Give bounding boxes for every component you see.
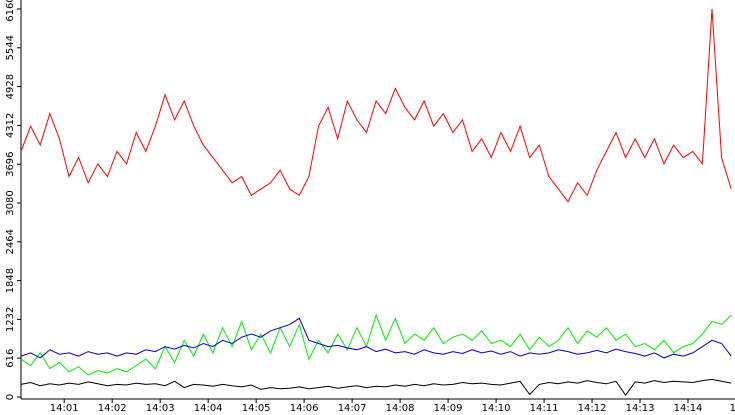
x-tick-label: 14:01 (50, 403, 79, 414)
x-tick-label: 14:05 (242, 403, 271, 414)
x-tick-label: 14 (730, 403, 735, 414)
y-tick-label: 4928 (5, 74, 16, 99)
y-tick-label: 3696 (5, 151, 16, 176)
series-line (20, 378, 732, 396)
x-tick-label: 14:03 (146, 403, 175, 414)
series-line (20, 313, 732, 376)
x-tick-label: 14:07 (338, 403, 367, 414)
series-line (20, 317, 732, 359)
y-tick-label: 5544 (5, 35, 16, 60)
x-tick-label: 14:14 (674, 403, 703, 414)
x-tick-label: 14:12 (578, 403, 607, 414)
y-tick-label: 3080 (5, 190, 16, 215)
x-tick-label: 14:04 (194, 403, 223, 414)
x-tick-label: 14:13 (626, 403, 655, 414)
y-tick-label: 1232 (5, 307, 16, 332)
x-tick-label: 14:08 (386, 403, 415, 414)
y-tick-label: 0 (5, 394, 16, 400)
x-tick-label: 14:02 (98, 403, 127, 414)
y-tick-label: 2464 (5, 229, 16, 254)
x-tick-label: 14:11 (530, 403, 559, 414)
x-tick-label: 14:09 (434, 403, 463, 414)
y-tick-label: 616 (5, 349, 16, 368)
y-tick-label: 6160 (5, 0, 16, 22)
x-tick-label: 14:06 (290, 403, 319, 414)
y-tick-label: 1848 (5, 268, 16, 293)
series-line (20, 8, 732, 203)
y-tick-label: 4312 (5, 113, 16, 138)
x-tick-label: 14:10 (482, 403, 511, 414)
